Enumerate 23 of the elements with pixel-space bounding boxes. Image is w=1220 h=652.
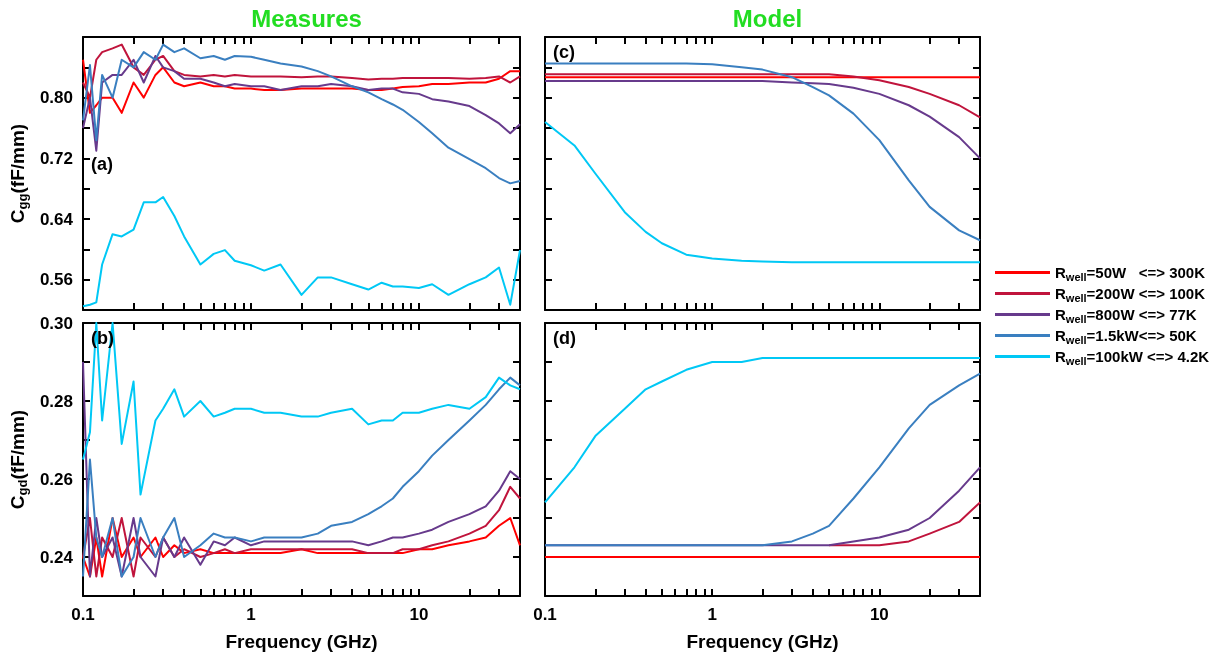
x-tick-label: 10: [869, 605, 889, 624]
y-axis-title: Cgd(fF/mm): [7, 409, 30, 510]
y-tick-label: 0.26: [39, 469, 73, 489]
x-tick-label: 10: [409, 605, 429, 624]
x-axis-title: Frequency (GHz): [225, 631, 378, 652]
annotation: (d): [553, 328, 576, 348]
y-tick-label: 0.64: [39, 209, 74, 229]
chart-title: Model: [732, 4, 803, 32]
x-tick-label: 1: [246, 605, 256, 624]
annotation: (a): [91, 154, 113, 174]
y-tick-label: 0.56: [39, 270, 73, 290]
x-tick-label: 0.1: [533, 605, 557, 624]
y-tick-label: 0.28: [39, 391, 73, 411]
x-axis-title: Frequency (GHz): [686, 631, 839, 652]
x-tick-label: 0.1: [71, 605, 95, 624]
chart-title: Measures: [251, 4, 362, 32]
y-axis-title: Cgg(fF/mm): [7, 123, 30, 224]
y-tick-label: 0.30: [39, 313, 73, 333]
y-tick-label: 0.80: [39, 88, 73, 108]
y-tick-label: 0.24: [39, 547, 74, 567]
y-tick-label: 0.72: [39, 148, 73, 168]
x-tick-label: 1: [707, 605, 717, 624]
annotation: (c): [553, 42, 575, 62]
